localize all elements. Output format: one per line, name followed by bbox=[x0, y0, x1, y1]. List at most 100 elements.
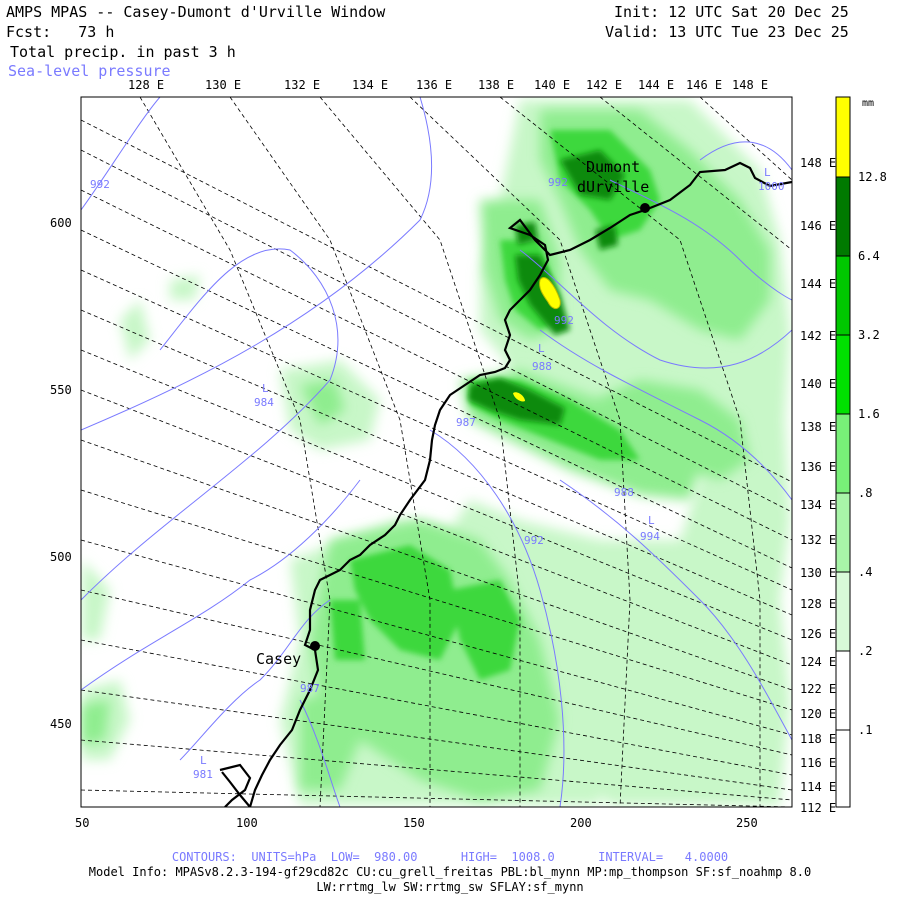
colorbar-swatch bbox=[836, 414, 850, 493]
y-label: 500 bbox=[50, 550, 72, 564]
lat-label: 114 E bbox=[800, 780, 836, 794]
lon-label: 146 E bbox=[686, 78, 722, 92]
pressure-label: 992 bbox=[90, 178, 110, 191]
lon-label: 130 E bbox=[205, 78, 241, 92]
pressure-label: 992 bbox=[548, 176, 568, 189]
lat-lon-grid bbox=[81, 97, 792, 807]
lat-label: 134 E bbox=[800, 498, 836, 512]
dumont-durville-marker-icon bbox=[640, 203, 650, 213]
pressure-label: L bbox=[648, 514, 655, 527]
lon-label: 148 E bbox=[732, 78, 768, 92]
pressure-label: 987 bbox=[300, 682, 320, 695]
model-info: Model Info: MPASv8.2.3-194-gf29cd82c CU:… bbox=[88, 865, 812, 879]
lat-label: 112 E bbox=[800, 801, 836, 815]
colorbar-level: .8 bbox=[858, 486, 872, 500]
lat-label: 146 E bbox=[800, 219, 836, 233]
x-grid-labels: 50 100 150 200 250 bbox=[75, 816, 758, 830]
y-label: 600 bbox=[50, 216, 72, 230]
lat-label: 138 E bbox=[800, 420, 836, 434]
pressure-labels: 992 992 L 1000 992 L 988 L 984 987 988 9… bbox=[90, 166, 785, 781]
precip-field bbox=[82, 100, 790, 805]
colorbar-level: .2 bbox=[858, 644, 872, 658]
pressure-label: 992 bbox=[554, 314, 574, 327]
pressure-label: 1000 bbox=[758, 180, 785, 193]
lon-label: 132 E bbox=[284, 78, 320, 92]
pressure-label: 988 bbox=[614, 486, 634, 499]
init-time: Init: 12 UTC Sat 20 Dec 25 bbox=[614, 3, 849, 21]
forecast-hour: Fcst: 73 h bbox=[6, 23, 115, 41]
x-label: 150 bbox=[403, 816, 425, 830]
lon-label: 138 E bbox=[478, 78, 514, 92]
colorbar-swatch bbox=[836, 256, 850, 335]
pressure-label: L bbox=[200, 754, 207, 767]
lon-label: 134 E bbox=[352, 78, 388, 92]
top-lon-labels: 128 E 130 E 132 E 134 E 136 E 138 E 140 … bbox=[128, 78, 768, 92]
x-label: 100 bbox=[236, 816, 258, 830]
x-label: 200 bbox=[570, 816, 592, 830]
lat-label: 122 E bbox=[800, 682, 836, 696]
lat-label: 132 E bbox=[800, 533, 836, 547]
lat-label: 116 E bbox=[800, 756, 836, 770]
colorbar-swatch bbox=[836, 572, 850, 651]
colorbar-swatch bbox=[836, 177, 850, 256]
colorbar: mm 12.8 6.4 3.2 1.6 .8 .4 .2 .1 bbox=[835, 96, 887, 808]
colorbar-level: .1 bbox=[858, 723, 872, 737]
lon-label: 142 E bbox=[586, 78, 622, 92]
field-name: Total precip. in past 3 h bbox=[10, 43, 236, 61]
casey-marker-icon bbox=[310, 641, 320, 651]
lon-label: 128 E bbox=[128, 78, 164, 92]
lat-label: 128 E bbox=[800, 597, 836, 611]
map-frame bbox=[80, 96, 793, 808]
isobars bbox=[81, 97, 792, 807]
lat-label: 144 E bbox=[800, 277, 836, 291]
y-label: 450 bbox=[50, 717, 72, 731]
pressure-label: 987 bbox=[456, 416, 476, 429]
colorbar-swatch bbox=[836, 651, 850, 730]
lon-label: 144 E bbox=[638, 78, 674, 92]
coastline bbox=[219, 161, 792, 807]
colorbar-swatch bbox=[836, 730, 850, 807]
right-lat-labels: 148 E 146 E 144 E 142 E 140 E 138 E 136 … bbox=[800, 156, 836, 815]
pressure-label: 988 bbox=[532, 360, 552, 373]
lat-label: 142 E bbox=[800, 329, 836, 343]
map-title: AMPS MPAS -- Casey-Dumont d'Urville Wind… bbox=[6, 3, 386, 21]
station-label-dumont: Dumont bbox=[586, 158, 640, 176]
lon-label: 136 E bbox=[416, 78, 452, 92]
lat-label: 136 E bbox=[800, 460, 836, 474]
pressure-label: 981 bbox=[193, 768, 213, 781]
x-label: 50 bbox=[75, 816, 89, 830]
pressure-label: L bbox=[538, 342, 545, 355]
pressure-label: 992 bbox=[524, 534, 544, 547]
y-label: 550 bbox=[50, 383, 72, 397]
pressure-label: 994 bbox=[640, 530, 660, 543]
pressure-label: 984 bbox=[254, 396, 274, 409]
colorbar-level: 12.8 bbox=[858, 170, 887, 184]
contours-info: CONTOURS: UNITS=hPa LOW= 980.00 HIGH= 10… bbox=[171, 850, 729, 864]
colorbar-level: .4 bbox=[858, 565, 872, 579]
y-grid-labels: 600 550 500 450 bbox=[50, 216, 72, 731]
lon-label: 140 E bbox=[534, 78, 570, 92]
colorbar-swatch bbox=[836, 97, 850, 177]
model-info-2: LW:rrtmg_lw SW:rrtmg_sw SFLAY:sf_mynn bbox=[316, 880, 584, 894]
lat-label: 118 E bbox=[800, 732, 836, 746]
lat-label: 120 E bbox=[800, 707, 836, 721]
lat-label: 140 E bbox=[800, 377, 836, 391]
station-label-durville: dUrville bbox=[577, 178, 649, 196]
lat-label: 126 E bbox=[800, 627, 836, 641]
lat-label: 124 E bbox=[800, 655, 836, 669]
colorbar-swatch bbox=[836, 493, 850, 572]
overlay-name: Sea-level pressure bbox=[8, 62, 171, 80]
pressure-label: L bbox=[262, 382, 269, 395]
colorbar-level: 6.4 bbox=[858, 249, 880, 263]
station-label-casey: Casey bbox=[256, 650, 301, 668]
lat-label: 130 E bbox=[800, 566, 836, 580]
x-label: 250 bbox=[736, 816, 758, 830]
valid-time: Valid: 13 UTC Tue 23 Dec 25 bbox=[605, 23, 849, 41]
colorbar-level: 1.6 bbox=[858, 407, 880, 421]
colorbar-level: 3.2 bbox=[858, 328, 880, 342]
lat-label: 148 E bbox=[800, 156, 836, 170]
colorbar-swatch bbox=[836, 335, 850, 414]
colorbar-unit: mm bbox=[862, 98, 874, 109]
pressure-label: L bbox=[764, 166, 771, 179]
